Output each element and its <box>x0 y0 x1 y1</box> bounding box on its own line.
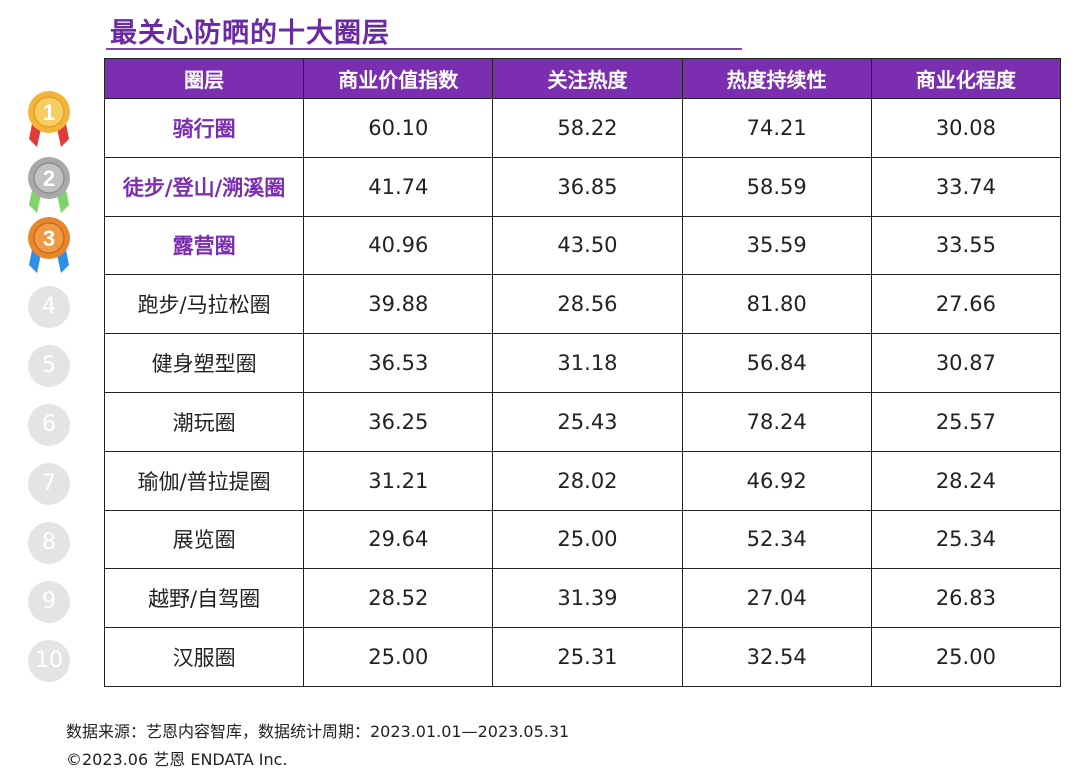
value-cell: 56.84 <box>681 333 872 393</box>
value-cell: 28.56 <box>492 274 683 335</box>
value-cell: 26.83 <box>870 568 1062 629</box>
rank-badge: 7 <box>28 463 70 505</box>
value-cell: 25.00 <box>870 627 1062 687</box>
value-cell: 31.18 <box>492 333 683 393</box>
value-cell: 36.25 <box>303 391 494 452</box>
rank-badge: 6 <box>28 404 70 446</box>
title-underline <box>106 48 742 50</box>
value-cell: 58.22 <box>492 98 683 158</box>
bronze-medal-icon: 3 <box>28 217 70 273</box>
circle-name-cell: 徒步/登山/溯溪圈 <box>103 156 305 217</box>
copyright-note: ©2023.06 艺恩 ENDATA Inc. <box>66 750 288 769</box>
column-header: 热度持续性 <box>681 58 872 99</box>
source-note: 数据来源：艺恩内容智库，数据统计周期：2023.01.01—2023.05.31 <box>66 722 570 741</box>
column-header: 商业价值指数 <box>303 58 494 99</box>
rank-badge: 8 <box>28 522 70 564</box>
value-cell: 33.74 <box>870 156 1062 217</box>
circle-name-cell: 潮玩圈 <box>103 391 305 452</box>
value-cell: 60.10 <box>303 98 494 158</box>
table-row: 瑜伽/普拉提圈 31.21 28.02 46.92 28.24 <box>103 450 1062 511</box>
value-cell: 39.88 <box>303 274 494 335</box>
column-header: 圈层 <box>103 58 305 99</box>
rank-badge: 9 <box>28 581 70 623</box>
page-title: 最关心防晒的十大圈层 <box>110 18 390 49</box>
value-cell: 28.52 <box>303 568 494 629</box>
value-cell: 27.04 <box>681 568 872 629</box>
value-cell: 30.87 <box>870 333 1062 393</box>
table-row: 健身塑型圈 36.53 31.18 56.84 30.87 <box>103 333 1062 393</box>
value-cell: 25.34 <box>870 509 1062 570</box>
value-cell: 36.85 <box>492 156 683 217</box>
value-cell: 25.43 <box>492 391 683 452</box>
medal-rank-text: 3 <box>43 226 55 251</box>
value-cell: 33.55 <box>870 215 1062 276</box>
column-header: 关注热度 <box>492 58 683 99</box>
value-cell: 25.31 <box>492 627 683 687</box>
circle-name-cell: 骑行圈 <box>103 98 305 158</box>
table-row: 汉服圈 25.00 25.31 32.54 25.00 <box>103 627 1062 687</box>
value-cell: 81.80 <box>681 274 872 335</box>
value-cell: 28.02 <box>492 450 683 511</box>
value-cell: 27.66 <box>870 274 1062 335</box>
circle-name-cell: 瑜伽/普拉提圈 <box>103 450 305 511</box>
table-row: 越野/自驾圈 28.52 31.39 27.04 26.83 <box>103 568 1062 629</box>
value-cell: 32.54 <box>681 627 872 687</box>
gold-medal-icon: 1 <box>28 91 70 147</box>
value-cell: 58.59 <box>681 156 872 217</box>
value-cell: 31.39 <box>492 568 683 629</box>
rank-badge: 4 <box>28 286 70 328</box>
silver-medal-icon: 2 <box>28 157 70 213</box>
value-cell: 78.24 <box>681 391 872 452</box>
value-cell: 41.74 <box>303 156 494 217</box>
value-cell: 31.21 <box>303 450 494 511</box>
value-cell: 74.21 <box>681 98 872 158</box>
table-row: 徒步/登山/溯溪圈 41.74 36.85 58.59 33.74 <box>103 156 1062 217</box>
value-cell: 46.92 <box>681 450 872 511</box>
table-row: 骑行圈 60.10 58.22 74.21 30.08 <box>103 98 1062 158</box>
value-cell: 25.57 <box>870 391 1062 452</box>
value-cell: 29.64 <box>303 509 494 570</box>
ranking-table: 圈层 商业价值指数 关注热度 热度持续性 商业化程度 骑行圈 60.10 58.… <box>103 58 1062 687</box>
table-row: 潮玩圈 36.25 25.43 78.24 25.57 <box>103 391 1062 452</box>
medal-rank-text: 2 <box>43 166 55 191</box>
circle-name-cell: 露营圈 <box>103 215 305 276</box>
rank-badge: 5 <box>28 345 70 387</box>
value-cell: 43.50 <box>492 215 683 276</box>
value-cell: 36.53 <box>303 333 494 393</box>
column-header: 商业化程度 <box>870 58 1062 99</box>
value-cell: 28.24 <box>870 450 1062 511</box>
value-cell: 52.34 <box>681 509 872 570</box>
medal-rank-text: 1 <box>43 100 55 125</box>
table-row: 跑步/马拉松圈 39.88 28.56 81.80 27.66 <box>103 274 1062 335</box>
value-cell: 25.00 <box>303 627 494 687</box>
value-cell: 35.59 <box>681 215 872 276</box>
circle-name-cell: 跑步/马拉松圈 <box>103 274 305 335</box>
rank-badge: 10 <box>28 640 70 682</box>
table-row: 展览圈 29.64 25.00 52.34 25.34 <box>103 509 1062 570</box>
value-cell: 25.00 <box>492 509 683 570</box>
circle-name-cell: 健身塑型圈 <box>103 333 305 393</box>
circle-name-cell: 汉服圈 <box>103 627 305 687</box>
circle-name-cell: 展览圈 <box>103 509 305 570</box>
table-header-row: 圈层 商业价值指数 关注热度 热度持续性 商业化程度 <box>103 58 1062 99</box>
value-cell: 40.96 <box>303 215 494 276</box>
table-row: 露营圈 40.96 43.50 35.59 33.55 <box>103 215 1062 276</box>
value-cell: 30.08 <box>870 98 1062 158</box>
circle-name-cell: 越野/自驾圈 <box>103 568 305 629</box>
